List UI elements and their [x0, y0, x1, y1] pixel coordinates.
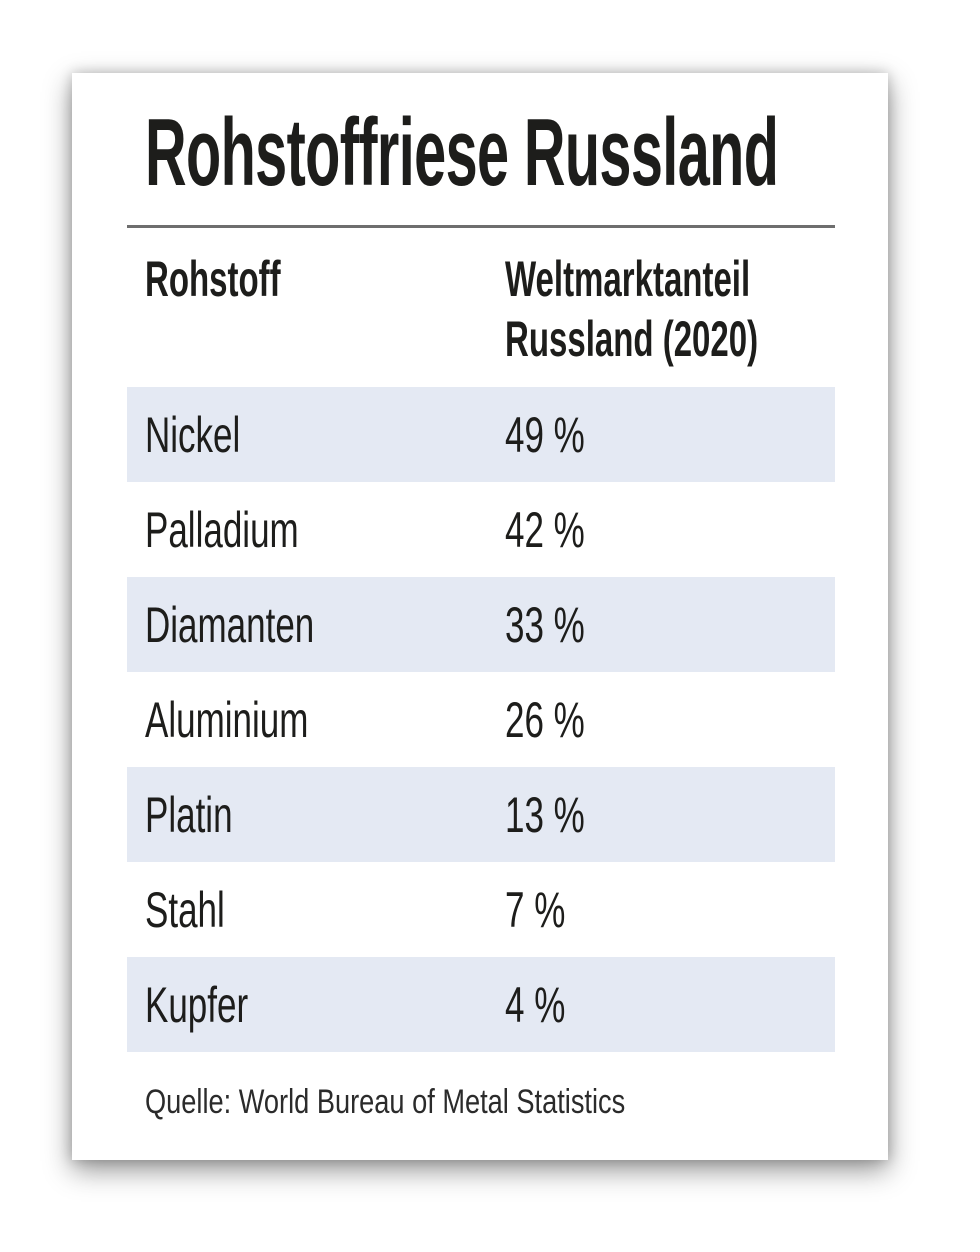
table-row: Nickel 49 %	[127, 387, 835, 482]
share-cell: 33 %	[505, 596, 585, 653]
material-cell: Platin	[145, 786, 233, 843]
page-title: Rohstoffriese Russland	[145, 103, 980, 203]
column-header-line2: Russland (2020)	[505, 311, 759, 367]
share-cell: 4 %	[505, 976, 566, 1033]
material-cell: Stahl	[145, 881, 225, 938]
source-attribution: Quelle: World Bureau of Metal Statistics	[145, 1083, 626, 1121]
table-header-row: Rohstoff Weltmarktanteil Russland (2020)	[145, 249, 888, 369]
material-cell: Kupfer	[145, 976, 249, 1033]
table-body: Nickel 49 % Palladium 42 % Diamanten 33 …	[127, 387, 835, 1052]
column-header-rohstoff: Rohstoff	[145, 251, 281, 307]
share-cell: 7 %	[505, 881, 566, 938]
material-cell: Aluminium	[145, 691, 309, 748]
table-row: Diamanten 33 %	[127, 577, 835, 672]
material-cell: Palladium	[145, 501, 299, 558]
table-row: Aluminium 26 %	[127, 672, 835, 767]
material-cell: Nickel	[145, 406, 241, 463]
share-cell: 49 %	[505, 406, 585, 463]
page-title-text: Rohstoffriese Russland	[145, 99, 779, 206]
title-divider	[127, 225, 835, 228]
table-row: Platin 13 %	[127, 767, 835, 862]
share-cell: 42 %	[505, 501, 585, 558]
column-header-line1: Weltmarktanteil	[505, 251, 751, 307]
table-row: Kupfer 4 %	[127, 957, 835, 1052]
share-cell: 13 %	[505, 786, 585, 843]
table-row: Stahl 7 %	[127, 862, 835, 957]
column-header-weltmarktanteil: Weltmarktanteil Russland (2020)	[505, 249, 888, 369]
table-row: Palladium 42 %	[127, 482, 835, 577]
infographic-card: Rohstoffriese Russland Rohstoff Weltmark…	[72, 73, 888, 1160]
material-cell: Diamanten	[145, 596, 315, 653]
share-cell: 26 %	[505, 691, 585, 748]
